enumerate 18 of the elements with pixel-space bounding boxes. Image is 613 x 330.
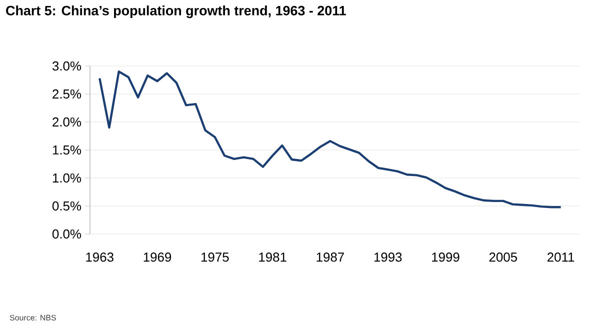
x-tick-label: 1963	[86, 252, 114, 262]
line-series	[98, 70, 562, 208]
x-tick-label: 1993	[374, 252, 402, 262]
x-tick-label: 2011	[548, 252, 574, 262]
chart-title: Chart 5: China’s population growth trend, 1963 - 2011	[6, 6, 346, 18]
x-tick-label: 1987	[316, 252, 344, 262]
y-tick-label: 2.0%	[52, 117, 82, 127]
y-tick-label: 2.5%	[52, 89, 82, 99]
x-tick-label: 1969	[144, 252, 172, 262]
y-tick-label: 1.0%	[52, 173, 82, 183]
x-tick-label: 1975	[201, 252, 229, 262]
x-tick-label: 2005	[489, 252, 517, 262]
y-tick-label: 3.0%	[52, 61, 82, 71]
y-tick-label: 1.5%	[52, 145, 82, 155]
y-tick-label: 0.0%	[52, 229, 82, 239]
y-tick-label: 0.5%	[52, 201, 82, 211]
x-tick-label: 1999	[432, 252, 460, 262]
x-tick-label: 1981	[259, 252, 286, 262]
